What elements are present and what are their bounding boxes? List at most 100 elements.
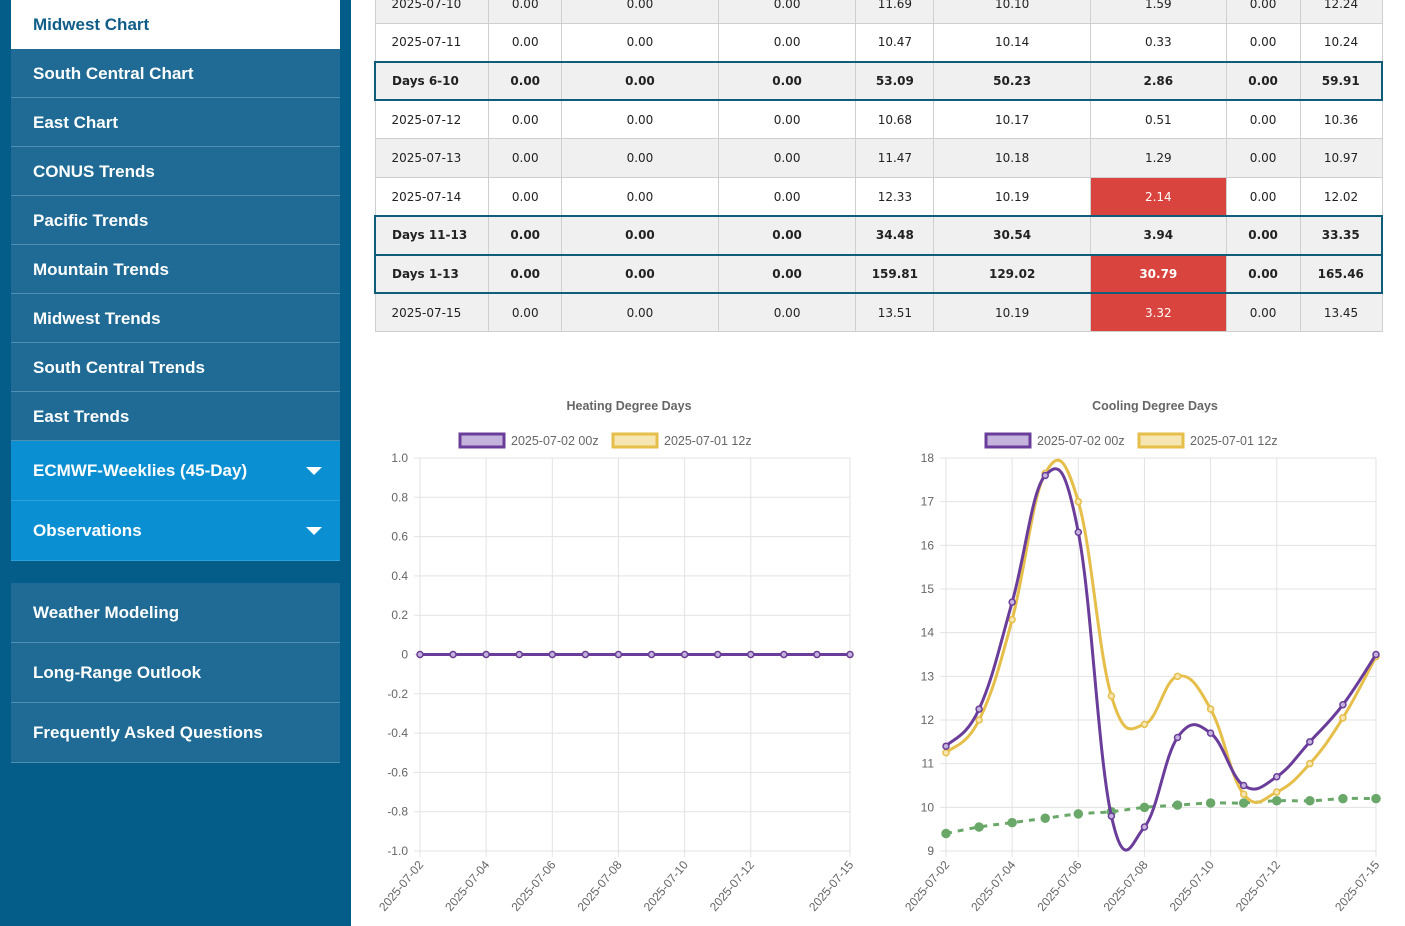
table-cell: 0.00: [1225, 22, 1301, 63]
cdd-data-point[interactable]: [1107, 812, 1116, 820]
cdd-data-point[interactable]: [1372, 650, 1380, 659]
hdd-data-point[interactable]: [449, 650, 457, 659]
cdd-data-point[interactable]: [1272, 796, 1282, 806]
table-cell: 0.00: [488, 176, 563, 217]
hdd-data-point[interactable]: [548, 650, 557, 659]
cdd-data-point[interactable]: [1371, 793, 1381, 804]
sidebar-item-midwest-trends[interactable]: Midwest Trends: [11, 294, 340, 343]
cdd-data-point[interactable]: [942, 749, 950, 757]
cdd-data-point[interactable]: [1239, 790, 1248, 798]
table-cell: 10.10: [933, 0, 1091, 24]
table-row-label: Days 1-13: [374, 253, 490, 295]
cdd-data-point[interactable]: [1172, 800, 1183, 810]
hdd-data-point[interactable]: [813, 650, 821, 659]
cdd-data-point[interactable]: [1073, 809, 1084, 819]
sidebar-dropdown-observations[interactable]: Observations: [11, 501, 340, 561]
table-row: 2025-07-15 0.00 0.00 0.00 13.51 10.19 3.32 0.00…: [374, 292, 1383, 333]
sidebar-link-weather-modeling[interactable]: Weather Modeling: [11, 583, 340, 643]
table-cell: 10.19: [933, 176, 1091, 217]
cdd-data-point[interactable]: [1107, 692, 1116, 700]
chevron-down-icon[interactable]: [306, 527, 322, 535]
cdd-data-point[interactable]: [1173, 733, 1182, 742]
sidebar-link-long-range-outlook[interactable]: Long-Range Outlook: [11, 643, 340, 703]
cdd-data-point[interactable]: [1139, 802, 1150, 813]
cdd-data-point[interactable]: [1140, 823, 1149, 831]
cdd-data-point[interactable]: [975, 705, 983, 713]
cdd-data-point[interactable]: [1273, 773, 1281, 781]
hdd-data-point[interactable]: [780, 650, 788, 659]
hdd-data-point[interactable]: [515, 650, 523, 659]
hdd-legend-item[interactable]: 2025-07-01 12z: [611, 432, 752, 449]
chevron-down-icon[interactable]: [306, 467, 322, 475]
cdd-data-point[interactable]: [1339, 700, 1347, 709]
cdd-y-tick-label: 9: [927, 844, 934, 858]
cdd-data-point[interactable]: [974, 822, 984, 832]
cdd-data-point[interactable]: [1239, 781, 1248, 790]
sidebar-dropdown-ecmwf-weeklies-45-day[interactable]: ECMWF-Weeklies (45-Day): [11, 441, 340, 501]
cdd-data-point[interactable]: [1306, 759, 1314, 768]
cdd-data-point[interactable]: [1206, 705, 1215, 713]
cdd-data-point[interactable]: [975, 716, 983, 724]
table-cell: 0.00: [488, 0, 563, 24]
sidebar-item-south-central-chart[interactable]: South Central Chart: [11, 49, 340, 98]
cdd-data-point[interactable]: [1140, 720, 1149, 729]
sidebar-link-frequently-asked-questions[interactable]: Frequently Asked Questions: [11, 703, 340, 763]
cdd-data-point[interactable]: [1205, 798, 1216, 808]
sidebar-item-label: East Trends: [33, 407, 130, 426]
hdd-data-point[interactable]: [713, 650, 722, 659]
cdd-data-point[interactable]: [1074, 497, 1083, 506]
table-row: 2025-07-13 0.00 0.00 0.00 11.47 10.18 1.29 0.00…: [374, 138, 1383, 178]
table-cell: 10.68: [855, 99, 935, 140]
table-cell: 3.94: [1089, 215, 1227, 256]
table-summary-row: Days 6-10 0.00 0.00 0.00 53.09 50.23 2.86 0.00 5…: [374, 60, 1383, 102]
hdd-data-point[interactable]: [581, 650, 590, 659]
cdd-data-point[interactable]: [1008, 615, 1016, 624]
table-row-label: 2025-07-15: [374, 292, 490, 333]
cdd-data-point[interactable]: [1206, 729, 1215, 737]
cdd-data-point[interactable]: [1173, 672, 1182, 681]
sidebar-item-south-central-trends[interactable]: South Central Trends: [11, 343, 340, 392]
cdd-y-tick-label: 11: [922, 757, 935, 771]
sidebar-item-east-chart[interactable]: East Chart: [11, 98, 340, 147]
sidebar-item-east-trends[interactable]: East Trends: [11, 392, 340, 441]
sidebar-item-pacific-trends[interactable]: Pacific Trends: [11, 196, 340, 245]
cdd-data-point[interactable]: [1238, 798, 1249, 808]
hdd-data-point[interactable]: [846, 650, 854, 659]
hdd-data-point[interactable]: [680, 650, 689, 659]
cdd-data-point[interactable]: [941, 828, 951, 839]
cdd-data-point[interactable]: [1041, 471, 1049, 480]
cdd-data-point[interactable]: [1305, 796, 1315, 806]
cdd-chart-title: Cooling Degree Days: [1092, 399, 1218, 413]
table-cell: 0.00: [1225, 0, 1301, 24]
table-cell: 0.00: [561, 215, 719, 256]
cdd-data-point[interactable]: [1306, 738, 1314, 746]
sidebar-item-midwest-chart[interactable]: Midwest Chart: [11, 0, 340, 49]
table-cell: 0.00: [717, 292, 857, 333]
sidebar-item-label: South Central Trends: [33, 358, 205, 377]
table-cell: 0.00: [717, 176, 857, 217]
hdd-data-point[interactable]: [482, 650, 490, 659]
cdd-data-point[interactable]: [1074, 528, 1083, 536]
hdd-y-tick-label: 0: [401, 648, 408, 662]
cdd-data-point[interactable]: [942, 742, 950, 750]
cdd-data-point[interactable]: [1007, 817, 1017, 828]
sidebar-nav-links: Weather Modeling Long-Range Outlook Freque…: [11, 583, 340, 763]
cdd-legend-item[interactable]: 2025-07-02 00z: [984, 432, 1125, 449]
hdd-data-point[interactable]: [647, 650, 656, 659]
hdd-legend-item[interactable]: 2025-07-02 00z: [458, 432, 599, 449]
cdd-data-point[interactable]: [1008, 598, 1016, 606]
table-cell: 10.97: [1299, 138, 1383, 178]
hdd-data-point[interactable]: [416, 650, 424, 659]
cdd-data-point[interactable]: [1040, 813, 1050, 823]
cdd-data-point[interactable]: [1338, 793, 1348, 804]
sidebar-item-conus-trends[interactable]: CONUS Trends: [11, 147, 340, 196]
cdd-data-point[interactable]: [1273, 788, 1281, 796]
hdd-data-point[interactable]: [614, 650, 623, 659]
cdd-series-line: [944, 458, 1378, 804]
cdd-data-point[interactable]: [1339, 714, 1347, 722]
cdd-legend-label: 2025-07-01 12z: [1190, 434, 1278, 448]
hdd-data-point[interactable]: [747, 650, 755, 659]
cdd-legend-item[interactable]: 2025-07-01 12z: [1137, 432, 1278, 449]
sidebar-item-mountain-trends[interactable]: Mountain Trends: [11, 245, 340, 294]
table-row-label: 2025-07-10: [374, 0, 490, 24]
